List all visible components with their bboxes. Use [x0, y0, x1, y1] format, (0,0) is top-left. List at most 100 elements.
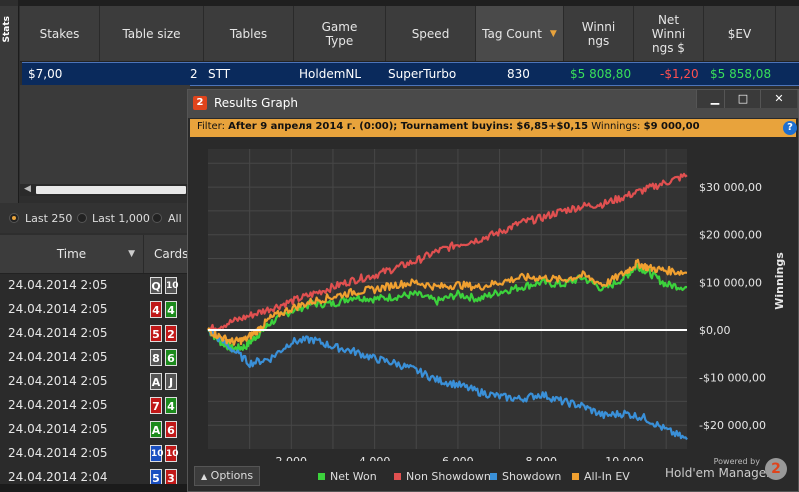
- legend-label: All-In EV: [584, 470, 630, 483]
- stats-table-header: Stakes Table size Tables Game Type Speed…: [20, 6, 799, 62]
- col-net-winnings[interactable]: Net Winni ngs $: [634, 6, 704, 61]
- legend-label: Showdown: [502, 470, 562, 483]
- col-tables[interactable]: Tables: [204, 6, 294, 61]
- y-tick-label: $0,00: [699, 324, 731, 337]
- legend-swatch: [318, 473, 325, 480]
- close-button[interactable]: ✕: [760, 90, 797, 108]
- hands-table-header: Time ▼ Cards: [0, 235, 206, 274]
- legend-item[interactable]: Non Showdown: [394, 470, 491, 483]
- hand-time: 24.04.2014 2:05: [8, 326, 108, 340]
- list-item[interactable]: 24.04.2014 2:05 7 4: [0, 394, 190, 418]
- series-line-showdown: [207, 328, 688, 441]
- top-strip: [18, 0, 799, 6]
- chevron-up-icon: ▲: [201, 472, 208, 481]
- options-button[interactable]: ▲ Options: [194, 466, 260, 486]
- legend-item[interactable]: All-In EV: [572, 470, 630, 483]
- brand-name: Hold'em Manager: [665, 466, 772, 480]
- hole-card: 6: [165, 349, 177, 366]
- hand-time: 24.04.2014 2:05: [8, 302, 108, 316]
- list-item[interactable]: 24.04.2014 2:04 5 3: [0, 466, 190, 490]
- col-stakes[interactable]: Stakes: [20, 6, 100, 61]
- col-cards-label: Cards: [154, 247, 189, 261]
- window-titlebar[interactable]: 2 Results Graph ▁ □ ✕: [188, 90, 798, 118]
- col-winnings[interactable]: Winni ngs: [564, 6, 634, 61]
- list-item[interactable]: 24.04.2014 2:05 A 6: [0, 418, 190, 442]
- hole-card: 5: [150, 325, 162, 342]
- hole-card: 7: [150, 397, 162, 414]
- list-item[interactable]: 24.04.2014 2:05 5 2: [0, 322, 190, 346]
- hand-time: 24.04.2014 2:05: [8, 422, 108, 436]
- legend-label: Net Won: [330, 470, 377, 483]
- filter-buyins: Tournament buyins: $6,85+$0,15: [397, 121, 589, 132]
- list-item[interactable]: 24.04.2014 2:05 10 10: [0, 442, 190, 466]
- cell-net-winnings: -$1,20: [660, 67, 699, 81]
- filter-after: After 9 апреля 2014 г. (0:00);: [228, 121, 398, 132]
- x-tick-label: 2 000: [276, 455, 308, 461]
- x-tick-label: 10 000: [605, 455, 644, 461]
- legend-swatch: [572, 473, 579, 480]
- hand-time: 24.04.2014 2:05: [8, 446, 108, 460]
- x-tick-label: 6 000: [442, 455, 474, 461]
- col-tag-count[interactable]: Tag Count ▼: [476, 6, 564, 61]
- radio-last-1000-label: Last 1,000: [92, 212, 150, 225]
- hole-card: 10: [165, 277, 179, 294]
- list-item[interactable]: 24.04.2014 2:05 A J: [0, 370, 190, 394]
- cell-game-type: HoldemNL: [299, 67, 362, 81]
- series-line-all-in-ev: [207, 258, 688, 346]
- scrollbar-thumb[interactable]: [36, 186, 186, 194]
- hand-range-filter: Last 250 Last 1,000 All: [0, 203, 190, 233]
- stats-grid-empty: [20, 85, 190, 185]
- cell-winnings: $5 808,80: [570, 67, 632, 81]
- options-label: Options: [210, 469, 254, 482]
- col-table-size[interactable]: Table size: [100, 6, 204, 61]
- list-item[interactable]: 24.04.2014 2:05 4 4: [0, 298, 190, 322]
- filter-winnings: $9 000,00: [643, 121, 700, 132]
- graph-footer: ▲ Options Net Won Non Showdown Showdown All…: [188, 457, 798, 491]
- col-ev[interactable]: $EV: [704, 6, 776, 61]
- minimize-button[interactable]: ▁: [696, 90, 733, 108]
- results-chart: 2 000 4 000 6 000 8 000 10 000 $30 000,00 $20 …: [207, 149, 786, 461]
- filter-winnings-label: Winnings:: [588, 121, 644, 132]
- x-tick-label: 4 000: [359, 455, 391, 461]
- filter-bar: Filter: After 9 апреля 2014 г. (0:00); T…: [190, 119, 797, 137]
- stats-tab-label: Stats: [2, 16, 12, 43]
- hand-time: 24.04.2014 2:05: [8, 398, 108, 412]
- series-line-non-showdown: [207, 172, 688, 333]
- help-icon[interactable]: ?: [783, 121, 797, 135]
- cell-table-size: 2: [190, 67, 198, 81]
- legend-item[interactable]: Net Won: [318, 470, 377, 483]
- hole-card: 10: [165, 445, 179, 462]
- plot-area: [208, 149, 687, 449]
- y-tick-label: -$10 000,00: [699, 372, 766, 385]
- legend-swatch: [394, 473, 401, 480]
- hole-card: 6: [165, 421, 177, 438]
- col-speed[interactable]: Speed: [386, 6, 476, 61]
- legend-swatch: [490, 473, 497, 480]
- hand-time: 24.04.2014 2:05: [8, 350, 108, 364]
- scroll-left-icon[interactable]: ◀: [24, 184, 31, 194]
- hole-card: A: [150, 373, 162, 390]
- x-tick-label: 8 000: [525, 455, 557, 461]
- filter-prefix: Filter:: [197, 121, 229, 132]
- radio-all[interactable]: [152, 213, 162, 223]
- list-item[interactable]: 24.04.2014 2:05 Q 10: [0, 274, 190, 298]
- hole-card: J: [165, 373, 177, 390]
- radio-last-1000[interactable]: [77, 213, 87, 223]
- legend-item[interactable]: Showdown: [490, 470, 561, 483]
- hole-card: 8: [150, 349, 162, 366]
- cell-speed: SuperTurbo: [388, 67, 457, 81]
- cell-tables: STT: [208, 67, 231, 81]
- stats-tab[interactable]: Stats: [0, 6, 19, 206]
- table-row[interactable]: $7,00 2 STT HoldemNL SuperTurbo 830 $5 8…: [22, 62, 799, 86]
- list-item[interactable]: 24.04.2014 2:05 8 6: [0, 346, 190, 370]
- hand-time: 24.04.2014 2:05: [8, 278, 108, 292]
- maximize-button[interactable]: □: [724, 90, 761, 108]
- radio-last-250[interactable]: [9, 213, 19, 223]
- col-time[interactable]: Time ▼: [0, 235, 144, 273]
- hole-card: Q: [150, 277, 162, 294]
- col-time-label: Time: [56, 247, 87, 261]
- hand-time: 24.04.2014 2:05: [8, 374, 108, 388]
- cell-ev: $5 858,08: [710, 67, 772, 81]
- col-game-type[interactable]: Game Type: [294, 6, 386, 61]
- window-title: Results Graph: [214, 96, 298, 110]
